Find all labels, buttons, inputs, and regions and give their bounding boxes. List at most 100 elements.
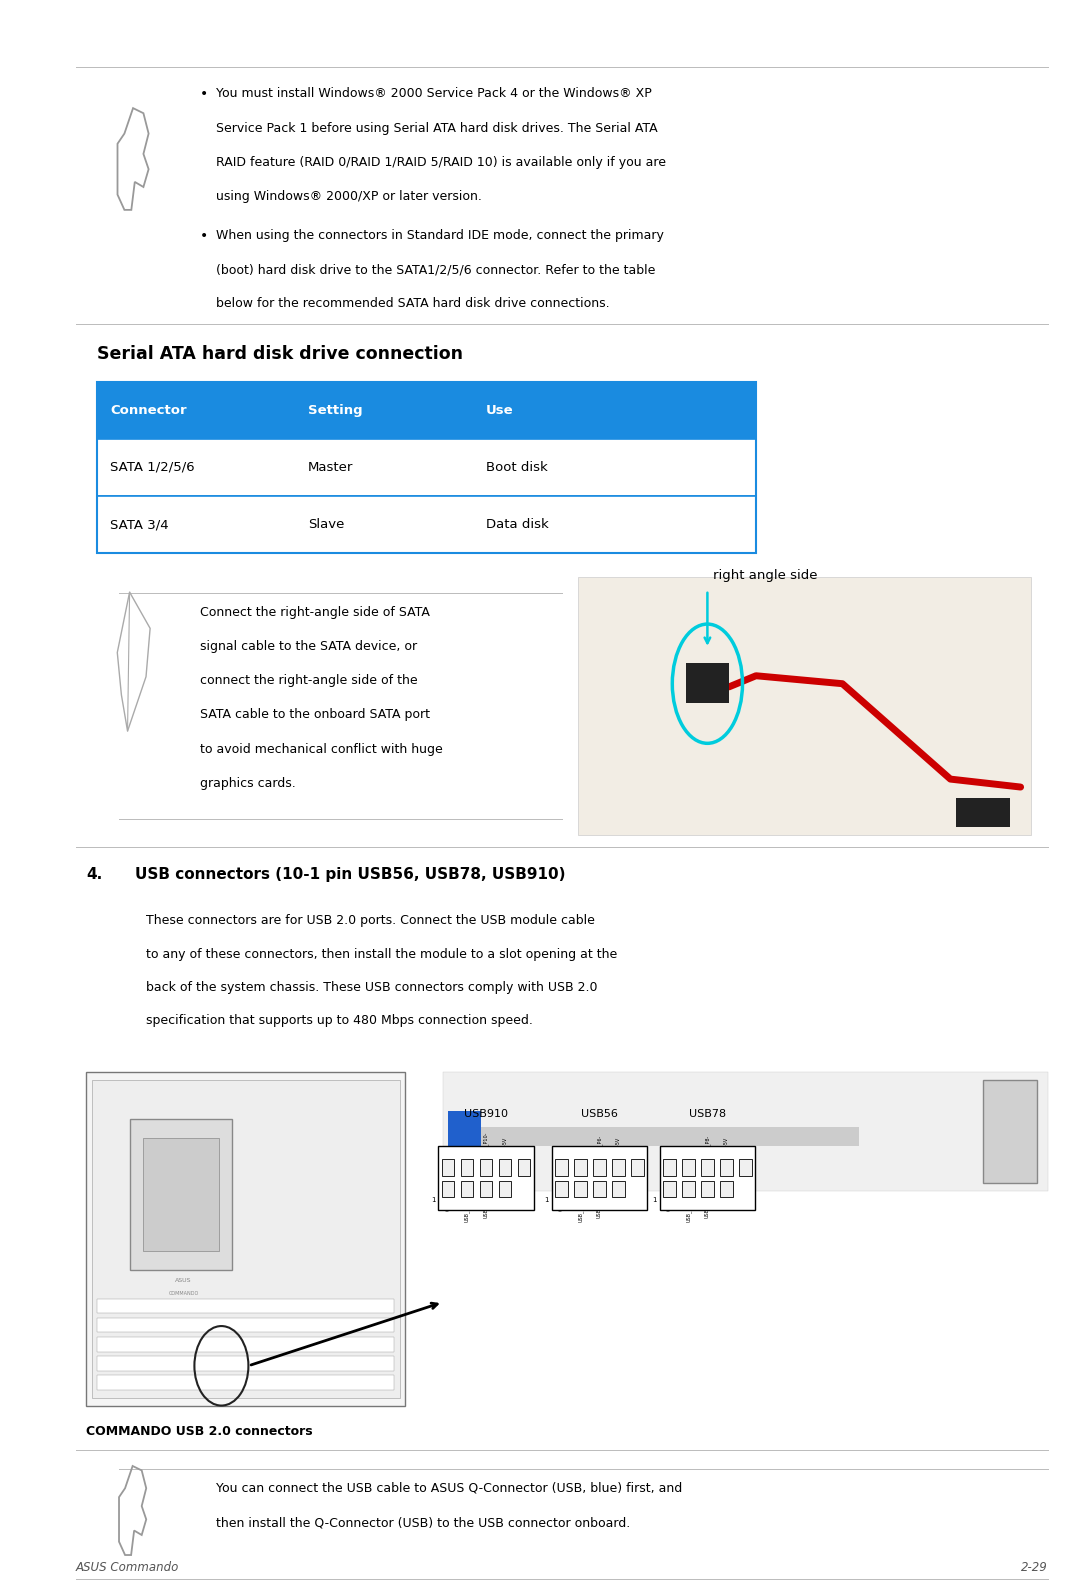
Text: 1: 1 [431, 1197, 435, 1204]
FancyBboxPatch shape [143, 1138, 219, 1251]
FancyBboxPatch shape [86, 1072, 405, 1406]
FancyBboxPatch shape [443, 1072, 1048, 1191]
Text: Connect the right-angle side of SATA: Connect the right-angle side of SATA [200, 606, 430, 619]
Text: RAID feature (RAID 0/RAID 1/RAID 5/RAID 10) is available only if you are: RAID feature (RAID 0/RAID 1/RAID 5/RAID … [216, 156, 666, 169]
FancyBboxPatch shape [97, 1299, 394, 1313]
Text: These connectors are for USB 2.0 ports. Connect the USB module cable: These connectors are for USB 2.0 ports. … [146, 914, 595, 927]
Text: SATA 3/4: SATA 3/4 [110, 518, 168, 531]
FancyBboxPatch shape [480, 1159, 492, 1175]
Text: below for the recommended SATA hard disk drive connections.: below for the recommended SATA hard disk… [216, 297, 609, 310]
Text: USB-5V: USB-5V [502, 1137, 508, 1156]
FancyBboxPatch shape [593, 1159, 606, 1175]
Text: then install the Q-Connector (USB) to the USB connector onboard.: then install the Q-Connector (USB) to th… [216, 1517, 631, 1530]
FancyBboxPatch shape [460, 1181, 473, 1197]
Text: Connector: Connector [110, 404, 187, 417]
Text: When using the connectors in Standard IDE mode, connect the primary: When using the connectors in Standard ID… [216, 229, 664, 242]
FancyBboxPatch shape [555, 1159, 568, 1175]
Text: USB_P6-: USB_P6- [596, 1135, 603, 1156]
Text: GND: GND [464, 1145, 470, 1156]
Text: USB_P5+: USB_P5+ [578, 1200, 583, 1223]
FancyBboxPatch shape [480, 1181, 492, 1197]
Text: •: • [200, 229, 208, 243]
FancyBboxPatch shape [578, 577, 1031, 835]
FancyBboxPatch shape [92, 1080, 400, 1398]
Text: USB78: USB78 [689, 1110, 726, 1119]
Text: You can connect the USB cable to ASUS Q-Connector (USB, blue) first, and: You can connect the USB cable to ASUS Q-… [216, 1482, 683, 1495]
Text: Serial ATA hard disk drive connection: Serial ATA hard disk drive connection [97, 345, 463, 363]
Text: specification that supports up to 480 Mbps connection speed.: specification that supports up to 480 Mb… [146, 1014, 532, 1027]
FancyBboxPatch shape [517, 1159, 530, 1175]
FancyBboxPatch shape [681, 1181, 694, 1197]
FancyBboxPatch shape [956, 798, 1010, 827]
Text: to any of these connectors, then install the module to a slot opening at the: to any of these connectors, then install… [146, 948, 617, 960]
FancyBboxPatch shape [663, 1159, 676, 1175]
Text: USB-5V: USB-5V [705, 1200, 710, 1218]
FancyBboxPatch shape [97, 1375, 394, 1390]
Text: NC: NC [666, 1148, 672, 1156]
Text: USB-5V: USB-5V [724, 1137, 729, 1156]
FancyBboxPatch shape [983, 1080, 1037, 1183]
Text: SATA 1/2/5/6: SATA 1/2/5/6 [110, 461, 194, 474]
FancyBboxPatch shape [720, 1159, 733, 1175]
FancyBboxPatch shape [631, 1159, 644, 1175]
FancyBboxPatch shape [555, 1181, 568, 1197]
Text: 2-29: 2-29 [1021, 1561, 1048, 1574]
FancyBboxPatch shape [573, 1181, 586, 1197]
FancyBboxPatch shape [573, 1159, 586, 1175]
Text: •: • [200, 87, 208, 102]
FancyBboxPatch shape [701, 1181, 714, 1197]
Text: USB_P9+: USB_P9+ [464, 1200, 470, 1223]
Text: USB-5V: USB-5V [616, 1137, 621, 1156]
Text: to avoid mechanical conflict with huge: to avoid mechanical conflict with huge [200, 743, 443, 755]
Text: USB_P10-: USB_P10- [483, 1132, 489, 1156]
Text: Use: Use [486, 404, 513, 417]
FancyBboxPatch shape [660, 1146, 755, 1210]
Text: NC: NC [445, 1148, 450, 1156]
FancyBboxPatch shape [97, 439, 756, 496]
FancyBboxPatch shape [481, 1127, 859, 1146]
Text: USB-5V: USB-5V [597, 1200, 602, 1218]
Text: 1: 1 [544, 1197, 549, 1204]
FancyBboxPatch shape [681, 1159, 694, 1175]
Text: COMMANDO USB 2.0 connectors: COMMANDO USB 2.0 connectors [86, 1425, 313, 1437]
Text: USB56: USB56 [581, 1110, 618, 1119]
Text: Boot disk: Boot disk [486, 461, 548, 474]
Text: USB connectors (10-1 pin USB56, USB78, USB910): USB connectors (10-1 pin USB56, USB78, U… [135, 867, 566, 881]
Text: NC: NC [558, 1148, 564, 1156]
Text: graphics cards.: graphics cards. [200, 776, 296, 790]
FancyBboxPatch shape [720, 1181, 733, 1197]
FancyBboxPatch shape [460, 1159, 473, 1175]
FancyBboxPatch shape [97, 496, 756, 553]
FancyBboxPatch shape [612, 1159, 625, 1175]
FancyBboxPatch shape [97, 382, 756, 439]
Text: (boot) hard disk drive to the SATA1/2/5/6 connector. Refer to the table: (boot) hard disk drive to the SATA1/2/5/… [216, 262, 656, 277]
FancyBboxPatch shape [552, 1146, 647, 1210]
Text: Data disk: Data disk [486, 518, 549, 531]
Text: You must install Windows® 2000 Service Pack 4 or the Windows® XP: You must install Windows® 2000 Service P… [216, 87, 651, 100]
Text: GND: GND [558, 1200, 564, 1212]
Text: 4.: 4. [86, 867, 103, 881]
Text: Service Pack 1 before using Serial ATA hard disk drives. The Serial ATA: Service Pack 1 before using Serial ATA h… [216, 122, 658, 135]
Text: back of the system chassis. These USB connectors comply with USB 2.0: back of the system chassis. These USB co… [146, 981, 597, 994]
FancyBboxPatch shape [686, 663, 729, 703]
Text: signal cable to the SATA device, or: signal cable to the SATA device, or [200, 639, 417, 653]
Text: USB_P8-: USB_P8- [704, 1135, 711, 1156]
Text: GND: GND [445, 1200, 450, 1212]
FancyBboxPatch shape [97, 1337, 394, 1352]
FancyBboxPatch shape [97, 1356, 394, 1371]
FancyBboxPatch shape [442, 1181, 455, 1197]
FancyBboxPatch shape [739, 1159, 752, 1175]
Text: GND: GND [686, 1145, 691, 1156]
FancyBboxPatch shape [499, 1159, 512, 1175]
FancyBboxPatch shape [499, 1181, 512, 1197]
Text: using Windows® 2000/XP or later version.: using Windows® 2000/XP or later version. [216, 191, 482, 204]
FancyBboxPatch shape [701, 1159, 714, 1175]
Text: 1: 1 [652, 1197, 657, 1204]
FancyBboxPatch shape [438, 1146, 534, 1210]
Text: Master: Master [308, 461, 353, 474]
FancyBboxPatch shape [612, 1181, 625, 1197]
FancyBboxPatch shape [97, 1318, 394, 1332]
Text: ASUS Commando: ASUS Commando [76, 1561, 179, 1574]
FancyBboxPatch shape [663, 1181, 676, 1197]
Text: COMMANDO: COMMANDO [168, 1291, 199, 1296]
